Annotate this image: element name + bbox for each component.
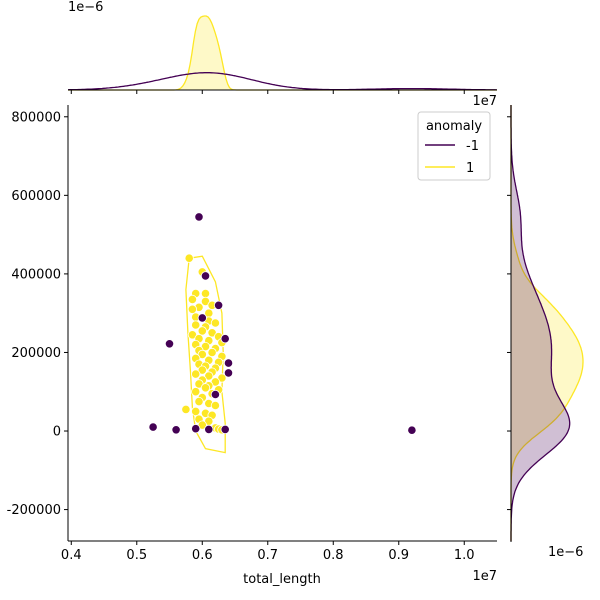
right-density-fill-anomaly (511, 105, 570, 541)
scatter-point-normal (197, 365, 207, 375)
y-tick-label: -200000 (7, 503, 61, 518)
scatter-point-normal (197, 349, 207, 359)
legend-title: anomaly (426, 119, 482, 134)
x-tick-label: 0.7 (257, 548, 278, 563)
scatter-point-anomaly (204, 424, 214, 434)
scatter-point-anomaly (200, 271, 211, 281)
scatter-point-anomaly (191, 424, 201, 434)
scatter-point-anomaly (148, 422, 158, 432)
scatter-point-normal (197, 326, 207, 336)
legend-label-anomaly: -1 (466, 139, 479, 154)
scatter-point-anomaly (164, 339, 175, 349)
y-tick-label: 600000 (11, 189, 61, 204)
scatter-point-normal (194, 396, 204, 407)
scatter-point-anomaly (194, 212, 204, 222)
top-marginal-ticks (70, 90, 465, 94)
scatter-point-normal (191, 320, 201, 330)
scatter-point-normal (191, 369, 201, 379)
y-axis-offset-label: 1e7 (472, 94, 497, 109)
scatter-point-anomaly (223, 368, 234, 378)
scatter-point-anomaly (210, 389, 220, 400)
scatter-point-normal (187, 304, 197, 314)
scatter-point-normal (191, 406, 201, 416)
legend: anomaly -1 1 (417, 111, 491, 181)
right-marginal-offset-label: 1e−6 (548, 545, 583, 560)
scatter-point-normal (210, 318, 220, 328)
top-density-line (68, 15, 497, 91)
scatter-point-normal (181, 404, 191, 414)
scatter-point-anomaly (171, 425, 181, 435)
scatter-points (148, 212, 417, 435)
y-tick-label: 0 (53, 425, 61, 440)
x-tick-label: 0.4 (61, 548, 82, 563)
x-tick-label: 0.8 (323, 548, 344, 563)
right-marginal-ticks (507, 116, 511, 511)
scatter-point-normal (204, 371, 214, 381)
x-axis-offset-label: 1e7 (472, 569, 497, 584)
scatter-point-normal (200, 383, 211, 393)
scatter-point-normal (207, 347, 217, 358)
y-axis-ticks: -200000 0 200000 400000 600000 800000 (7, 110, 68, 518)
x-tick-label: 0.6 (192, 548, 213, 563)
y-tick-label: 200000 (11, 346, 61, 361)
top-density-line-anomaly (67, 72, 498, 91)
top-marginal-offset-label: 1e−6 (68, 0, 103, 15)
x-tick-label: 0.9 (388, 548, 409, 563)
legend-label-normal: 1 (466, 161, 474, 176)
scatter-point-anomaly (214, 300, 224, 310)
right-density-line-anomaly (510, 105, 571, 541)
main-scatter-axes: 0.4 0.5 0.6 0.7 0.8 0.9 1.0 -200000 0 200000 4000… (7, 94, 497, 587)
top-marginal-density: 1e−6 (67, 0, 498, 94)
legend-frame (417, 111, 491, 181)
y-tick-label: 800000 (11, 110, 61, 125)
scatter-point-normal (200, 288, 211, 299)
scatter-point-normal (210, 400, 220, 411)
normal-density-contour (185, 255, 226, 454)
x-axis-ticks: 0.4 0.5 0.6 0.7 0.8 0.9 1.0 (61, 541, 475, 563)
top-density-fill (68, 16, 497, 90)
scatter-point-anomaly (223, 358, 234, 368)
x-axis-label: total_length (243, 572, 321, 587)
y-tick-label: 400000 (11, 267, 61, 282)
scatter-point-anomaly (220, 424, 230, 434)
scatter-point-normal (184, 253, 194, 263)
scatter-point-anomaly (197, 313, 207, 323)
x-tick-label: 1.0 (454, 548, 475, 563)
scatter-point-normal (187, 294, 197, 304)
right-marginal-density: 1e−6 (507, 105, 584, 560)
scatter-point-anomaly (407, 425, 417, 435)
scatter-point-anomaly (220, 334, 230, 344)
x-tick-label: 0.5 (126, 548, 147, 563)
scatter-point-normal (191, 387, 201, 397)
